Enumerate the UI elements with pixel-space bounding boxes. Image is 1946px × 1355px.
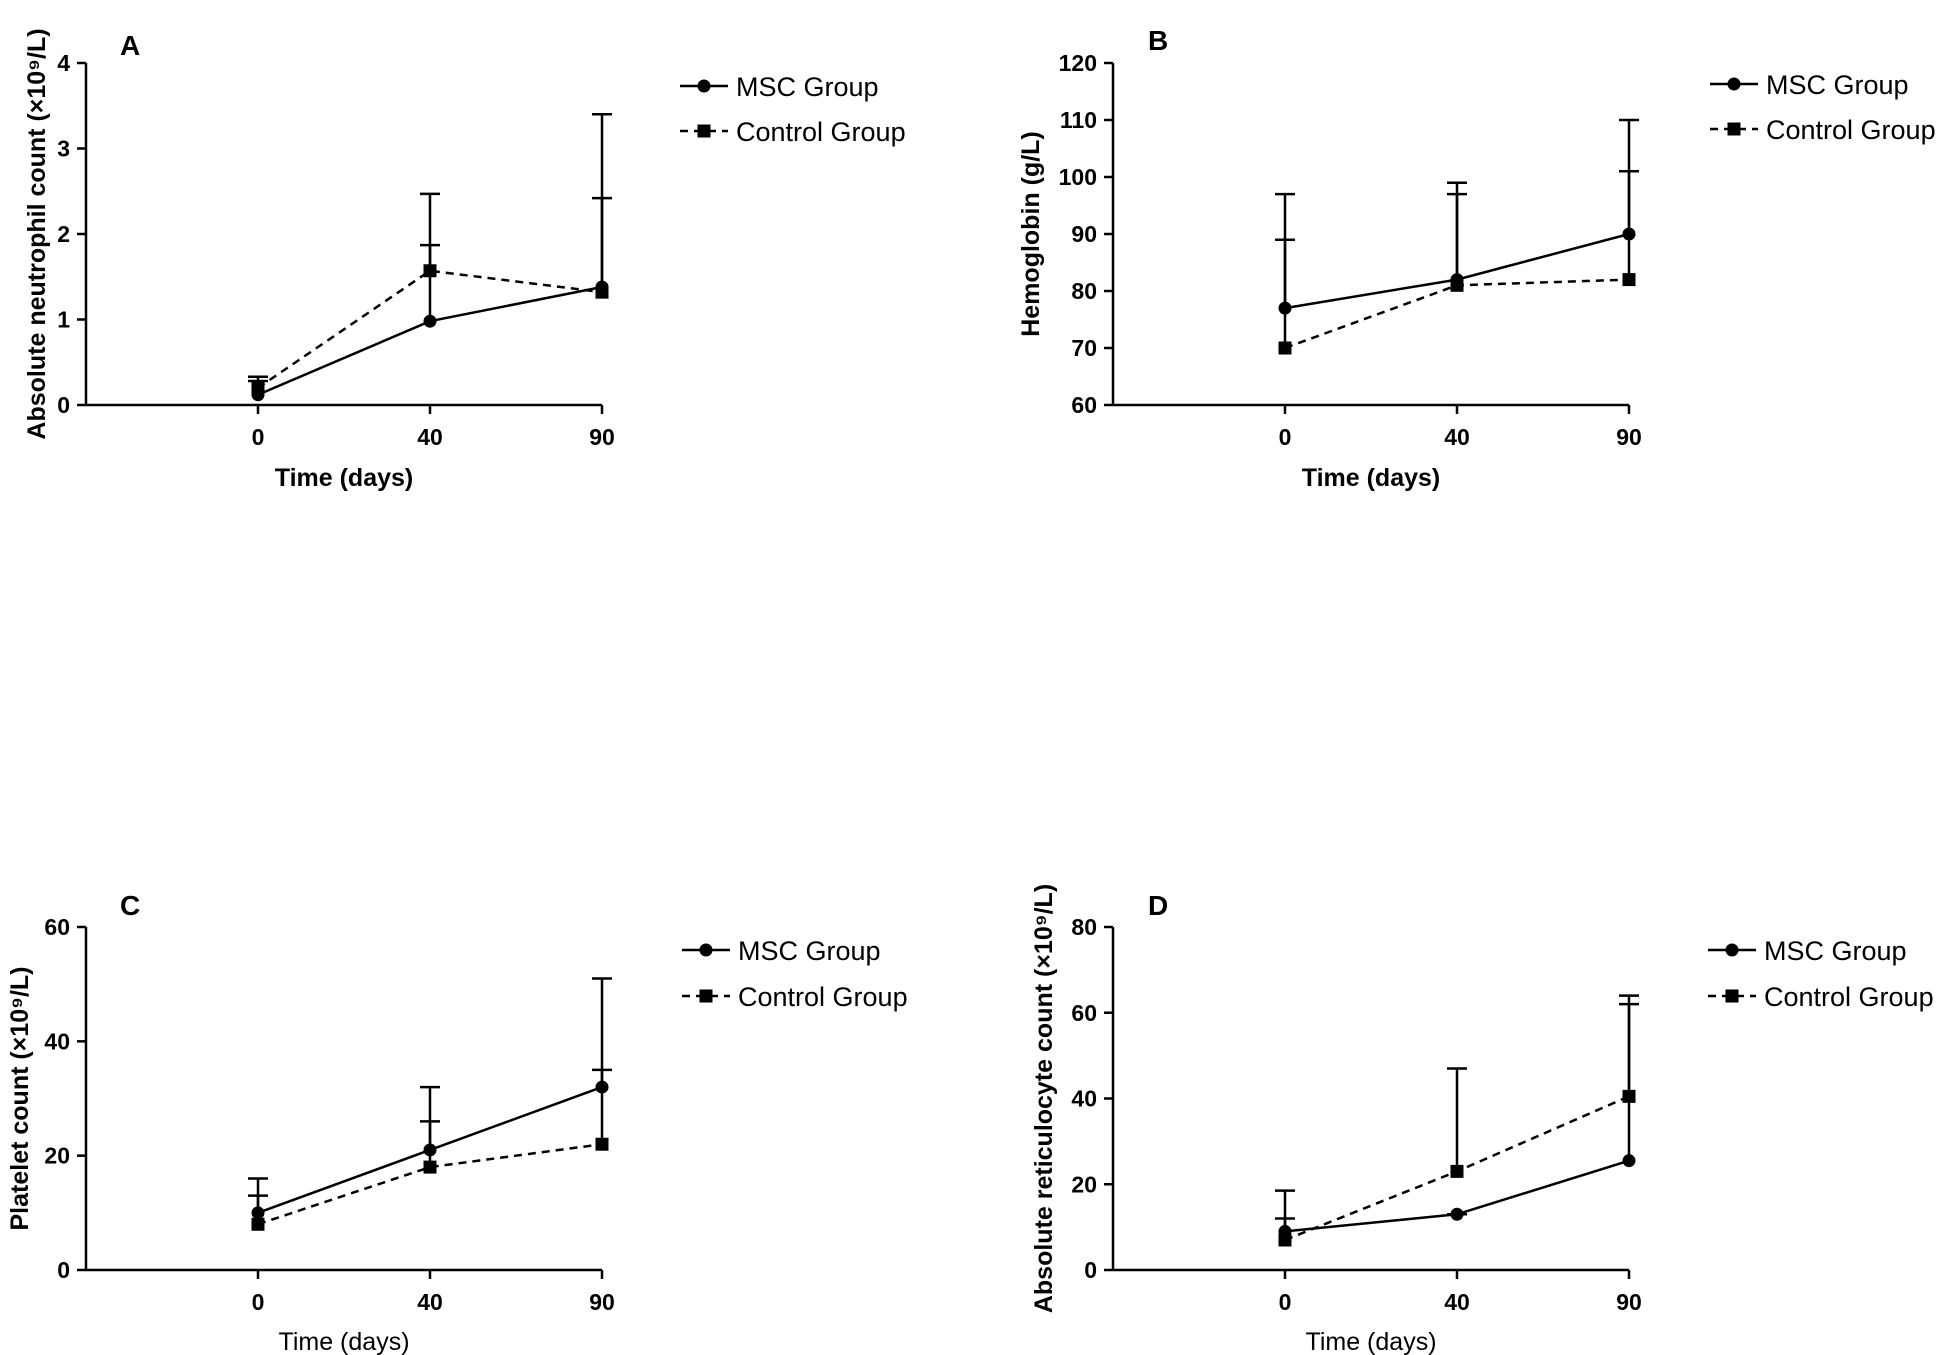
data-point xyxy=(1622,1154,1636,1168)
y-tick-label: 120 xyxy=(1059,50,1097,76)
legend-marker xyxy=(1727,122,1741,136)
x-tick-label: 0 xyxy=(1279,424,1292,450)
legend-label: Control Group xyxy=(1764,982,1934,1012)
data-point xyxy=(251,1217,265,1231)
legend-marker xyxy=(1727,77,1741,91)
legend-label: MSC Group xyxy=(738,936,881,966)
y-tick-label: 1 xyxy=(57,307,70,333)
x-tick-label: 40 xyxy=(1444,424,1470,450)
data-point xyxy=(251,381,265,395)
x-axis-label: Time (days) xyxy=(275,464,413,492)
series-control-group xyxy=(248,192,612,395)
legend: MSC Group Control Group xyxy=(1710,70,1936,145)
x-tick-label: 40 xyxy=(417,424,443,450)
y-axis-label: Absolute reticulocyte count (×10⁹/L) xyxy=(1030,884,1058,1313)
legend-label: MSC Group xyxy=(1766,70,1909,100)
legend: MSC Group Control Group xyxy=(1708,936,1934,1012)
series-control-group xyxy=(1275,170,1639,355)
series-control-group xyxy=(1275,994,1639,1247)
y-tick-label: 0 xyxy=(57,1257,70,1283)
y-axis-label: Hemoglobin (g/L) xyxy=(1017,131,1045,337)
data-point xyxy=(423,264,437,278)
y-tick-label: 70 xyxy=(1071,335,1097,361)
y-tick-label: 0 xyxy=(57,392,70,418)
data-point xyxy=(423,1160,437,1174)
panel-letter: A xyxy=(120,30,140,61)
series-line xyxy=(257,1142,603,1226)
y-tick-label: 60 xyxy=(44,914,70,940)
legend-label: Control Group xyxy=(736,117,906,147)
panel-letter: B xyxy=(1148,25,1168,56)
y-tick-label: 110 xyxy=(1060,107,1097,133)
y-tick-label: 2 xyxy=(57,221,70,247)
data-point xyxy=(595,1137,609,1151)
legend-marker xyxy=(697,79,711,93)
panel-letter: D xyxy=(1148,890,1168,921)
y-tick-label: 4 xyxy=(57,50,70,76)
x-axis-label: Time (days) xyxy=(278,1328,409,1355)
y-tick-label: 20 xyxy=(1071,1171,1097,1197)
y-axis-label: Absolute neutrophil count (×10⁹/L) xyxy=(23,28,51,439)
x-tick-label: 90 xyxy=(1616,1289,1642,1315)
x-tick-label: 90 xyxy=(589,1289,615,1315)
y-tick-label: 90 xyxy=(1071,221,1097,247)
x-tick-label: 0 xyxy=(252,1289,265,1315)
y-tick-label: 100 xyxy=(1059,164,1097,190)
panel-d: 0 20 40 60 80 0 40 90 Time (days) Absolute reticu… xyxy=(1030,884,1934,1355)
legend-label: Control Group xyxy=(1766,115,1936,145)
legend-marker xyxy=(699,989,713,1003)
legend-marker xyxy=(697,124,711,138)
x-axis-label: Time (days) xyxy=(1302,464,1440,492)
data-point xyxy=(1450,1207,1464,1221)
panel-c: 0 20 40 60 0 40 90 Time (days) Platelet count (×… xyxy=(6,890,908,1355)
data-point xyxy=(1622,1089,1636,1103)
data-point xyxy=(1278,1233,1292,1247)
x-tick-label: 40 xyxy=(1444,1289,1470,1315)
legend-label: MSC Group xyxy=(1764,936,1907,966)
legend: MSC Group Control Group xyxy=(680,72,906,147)
legend-marker xyxy=(1725,989,1739,1003)
legend-marker xyxy=(699,943,713,957)
data-point xyxy=(423,314,437,328)
data-point xyxy=(1450,278,1464,292)
x-tick-label: 90 xyxy=(589,424,615,450)
y-tick-label: 80 xyxy=(1071,278,1097,304)
x-tick-label: 40 xyxy=(417,1289,443,1315)
data-point xyxy=(1622,273,1636,287)
data-point xyxy=(1278,341,1292,355)
y-tick-label: 3 xyxy=(57,136,70,162)
x-tick-label: 0 xyxy=(252,424,265,450)
y-tick-label: 40 xyxy=(44,1028,70,1054)
y-axis-label: Platelet count (×10⁹/L) xyxy=(6,966,34,1230)
data-point xyxy=(595,285,609,299)
y-tick-label: 80 xyxy=(1071,914,1097,940)
panel-letter: C xyxy=(120,890,140,921)
series-line xyxy=(257,269,603,389)
x-tick-label: 90 xyxy=(1616,424,1642,450)
legend-label: MSC Group xyxy=(736,72,879,102)
data-point xyxy=(1450,1164,1464,1178)
y-tick-label: 60 xyxy=(1071,1000,1097,1026)
series-control-group xyxy=(248,1068,612,1231)
y-tick-label: 0 xyxy=(1084,1257,1097,1283)
y-tick-label: 40 xyxy=(1071,1086,1097,1112)
series-msc-group xyxy=(248,977,612,1220)
y-tick-label: 20 xyxy=(44,1143,70,1169)
x-axis-label: Time (days) xyxy=(1305,1328,1436,1355)
legend: MSC Group Control Group xyxy=(682,936,908,1012)
panel-b: 60 70 80 90 100 110 120 0 40 90 Time (days) Hemoglo… xyxy=(1017,25,1936,492)
legend-marker xyxy=(1725,943,1739,957)
x-tick-label: 0 xyxy=(1279,1289,1292,1315)
y-tick-label: 60 xyxy=(1071,392,1097,418)
legend-label: Control Group xyxy=(738,982,908,1012)
